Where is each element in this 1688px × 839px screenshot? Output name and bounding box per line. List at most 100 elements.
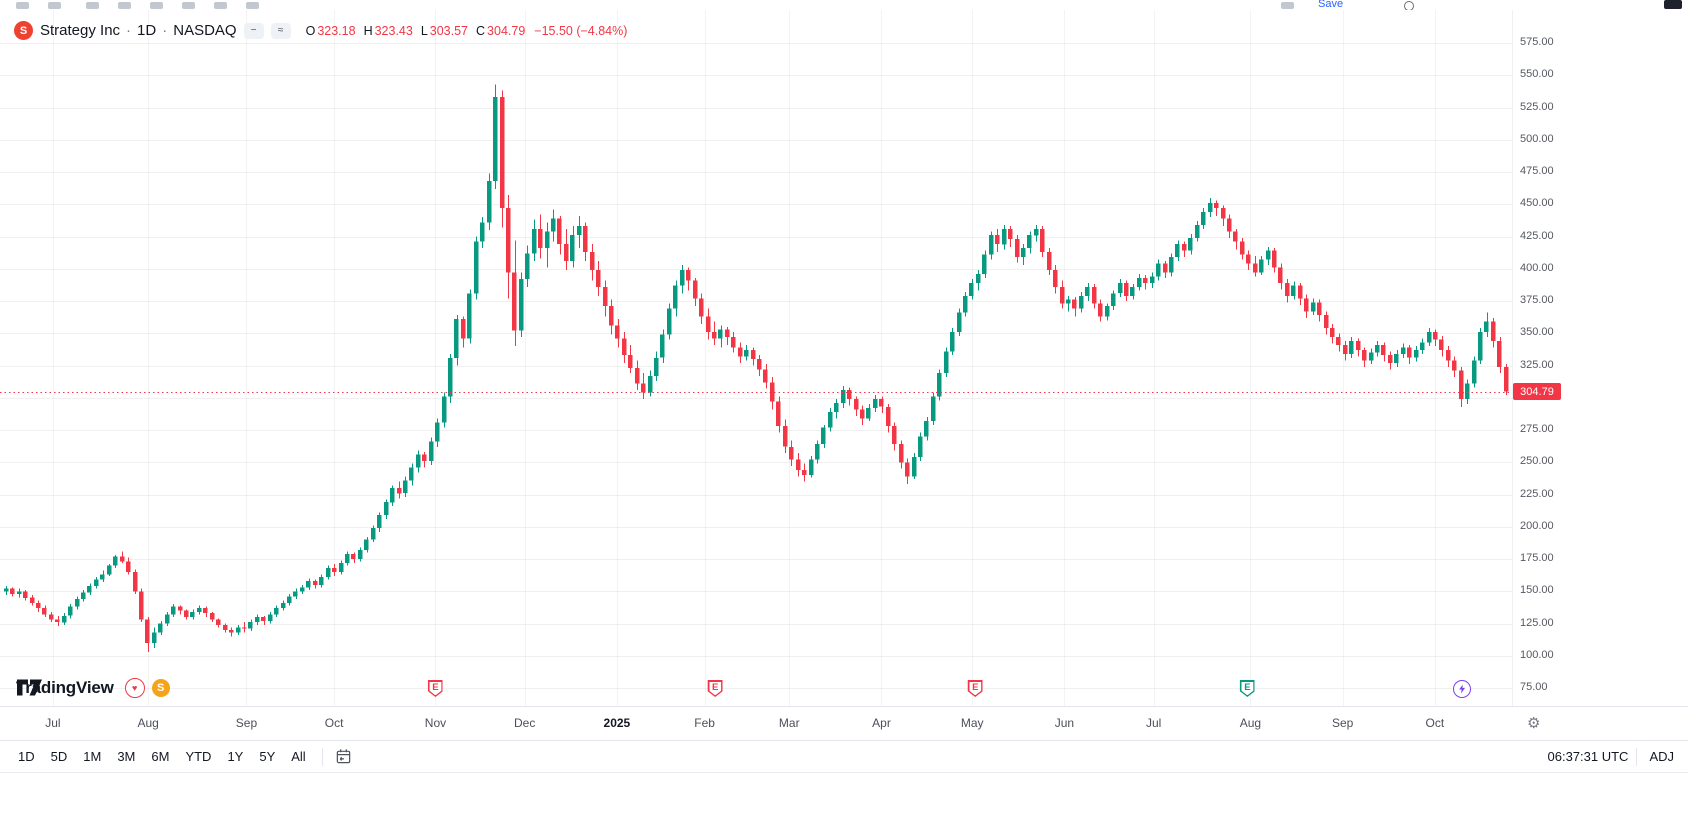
price-tick: 500.00	[1520, 132, 1554, 145]
price-tick: 550.00	[1520, 68, 1554, 81]
adjust-data-toggle[interactable]: ADJ	[1649, 749, 1674, 764]
top-toolbar-icon[interactable]	[150, 2, 163, 9]
time-label-Dec: Dec	[513, 716, 536, 730]
time-label-Sep: Sep	[235, 716, 258, 730]
top-toolbar-icon[interactable]	[246, 2, 259, 9]
price-tick: 425.00	[1520, 229, 1554, 242]
price-axis[interactable]: 304.79 575.00 550.00 525.00 500.00 475.00 450…	[1512, 10, 1688, 706]
price-change: −15.50 (−4.84%)	[534, 23, 628, 38]
range-1m[interactable]: 1M	[75, 745, 109, 768]
price-tick: 250.00	[1520, 455, 1554, 468]
save-button[interactable]: Save	[1318, 0, 1344, 10]
top-toolbar-icon[interactable]	[182, 2, 195, 9]
event-marker-oct[interactable]	[1453, 680, 1472, 698]
time-label-Aug: Aug	[137, 716, 159, 730]
top-toolbar-icon[interactable]	[214, 2, 227, 9]
ohlc-values: O 323.18 H 323.43 L 303.57 C 304.79	[306, 24, 526, 38]
time-label-Apr: Apr	[872, 716, 891, 730]
clock-toolbar: 06:37:31 UTC ADJ	[1548, 747, 1679, 766]
earnings-marker-may[interactable]: E	[967, 680, 983, 697]
symbol-header: S Strategy Inc · 1D · NASDAQ − ≈ O 323.18…	[14, 21, 627, 40]
symbol-name[interactable]: Strategy Inc	[40, 22, 121, 39]
range-5d[interactable]: 5D	[43, 745, 76, 768]
gear-icon[interactable]: ⚙	[1527, 714, 1541, 732]
time-label-Jul: Jul	[45, 716, 61, 730]
candlestick-chart[interactable]	[0, 10, 1512, 706]
time-label-Oct: Oct	[1425, 716, 1445, 730]
top-toolbar-icon[interactable]	[48, 2, 61, 9]
go-to-date-button[interactable]	[331, 746, 356, 767]
ohlc-c: C 304.79	[476, 23, 526, 38]
range-toolbar: 1D 5D 1M 3M 6M YTD 1Y 5Y All	[10, 745, 356, 768]
time-label-2025: 2025	[603, 716, 631, 730]
range-ytd[interactable]: YTD	[177, 745, 219, 768]
time-label-Feb: Feb	[694, 716, 715, 730]
range-6m[interactable]: 6M	[143, 745, 177, 768]
price-tick: 450.00	[1520, 197, 1554, 210]
time-label-Jun: Jun	[1054, 716, 1075, 730]
time-label-Nov: Nov	[424, 716, 447, 730]
top-toolbar-icon[interactable]	[86, 2, 99, 9]
tradingview-logo-icon	[17, 679, 42, 696]
range-1y[interactable]: 1Y	[219, 745, 251, 768]
toolbar-divider	[321, 747, 323, 766]
title-separator: ·	[162, 22, 168, 39]
range-all[interactable]: All	[283, 745, 313, 768]
last-price-badge: 304.79	[1513, 383, 1561, 401]
price-tick: 75.00	[1520, 681, 1548, 693]
price-tick: 525.00	[1520, 100, 1554, 113]
range-5y[interactable]: 5Y	[251, 745, 283, 768]
top-toolbar-icon[interactable]	[16, 2, 29, 9]
price-tick: 225.00	[1520, 487, 1554, 500]
time-label-Oct: Oct	[324, 716, 344, 730]
ohlc-h: H 323.43	[363, 23, 413, 38]
price-tick: 325.00	[1520, 358, 1554, 371]
toolbar-divider	[1636, 747, 1638, 766]
bottom-toolbar: 1D 5D 1M 3M 6M YTD 1Y 5Y All 06:37:31 UTC ADJ	[0, 740, 1688, 773]
clock-utc[interactable]: 06:37:31 UTC	[1547, 749, 1629, 764]
price-tick: 400.00	[1520, 261, 1554, 274]
title-separator: ·	[126, 22, 132, 39]
calendar-icon	[336, 749, 350, 764]
chart-pane[interactable]: S Strategy Inc · 1D · NASDAQ − ≈ O 323.18…	[0, 10, 1512, 706]
time-axis-labels: Jul Aug Sep Oct Nov Dec 2025 Feb Mar Apr May Jun Jul…	[0, 707, 1512, 741]
account-menu-button[interactable]	[1664, 0, 1682, 9]
price-tick: 375.00	[1520, 294, 1554, 306]
symbol-badge-icon: S	[151, 679, 170, 697]
range-3m[interactable]: 3M	[109, 745, 143, 768]
price-tick: 475.00	[1520, 165, 1554, 177]
time-label-May: May	[960, 716, 984, 730]
top-toolbar-icon[interactable]	[1281, 2, 1294, 9]
price-tick: 125.00	[1520, 616, 1554, 629]
price-tick: 275.00	[1520, 423, 1554, 435]
price-tick: 175.00	[1520, 552, 1554, 564]
price-tick: 100.00	[1520, 648, 1554, 661]
symbol-logo-icon[interactable]: S	[14, 21, 33, 40]
exchange-label: NASDAQ	[173, 22, 237, 39]
price-tick: 350.00	[1520, 326, 1554, 339]
earnings-marker-nov[interactable]: E	[427, 680, 443, 697]
earnings-marker-feb[interactable]: E	[707, 680, 723, 697]
symbol-title-button[interactable]: Strategy Inc · 1D · NASDAQ	[40, 22, 237, 39]
interval-button[interactable]: 1D	[137, 22, 157, 39]
time-label-Jul: Jul	[1145, 716, 1162, 730]
range-1d[interactable]: 1D	[10, 745, 43, 768]
like-heart-icon[interactable]: ♥	[124, 678, 145, 698]
search-icon[interactable]	[1404, 1, 1414, 10]
top-toolbar-icon[interactable]	[118, 2, 131, 9]
candle-style-icon[interactable]: −	[243, 22, 264, 39]
earnings-marker-aug[interactable]: E	[1239, 680, 1255, 697]
range-buttons: 1D 5D 1M 3M 6M YTD 1Y 5Y All	[10, 745, 314, 768]
time-label-Sep: Sep	[1331, 716, 1354, 730]
price-tick: 200.00	[1520, 519, 1554, 532]
watermark: TradingView ♥ S	[16, 678, 170, 698]
wave-style-icon[interactable]: ≈	[270, 22, 291, 39]
time-label-Mar: Mar	[778, 716, 800, 730]
ohlc-o: O 323.18	[305, 23, 356, 38]
price-tick: 150.00	[1520, 584, 1554, 597]
top-toolbar-strip: Save	[0, 0, 1688, 10]
time-axis[interactable]: Jul Aug Sep Oct Nov Dec 2025 Feb Mar Apr May Jun Jul…	[0, 706, 1688, 741]
time-label-Aug: Aug	[1239, 716, 1262, 730]
